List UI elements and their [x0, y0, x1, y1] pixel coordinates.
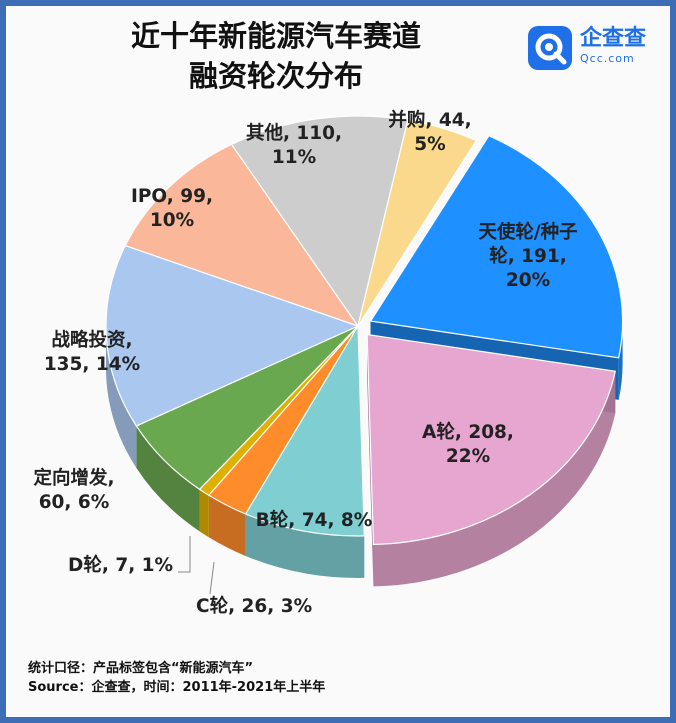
- chart-footer: 统计口径：产品标签包含“新能源汽车” Source：企查查，时间：2011年-2…: [28, 659, 325, 697]
- pie-side-2: [245, 513, 365, 578]
- pie-tops: [105, 115, 624, 546]
- brand-logo: 企查查 Qcc.com: [528, 26, 670, 70]
- slice-label-7: IPO, 99, 10%: [131, 186, 213, 231]
- pie-side-5: [136, 425, 200, 532]
- slice-label-line: 135, 14%: [44, 354, 140, 375]
- slice-label-line: 20%: [506, 270, 550, 291]
- slice-label-line: 天使轮/种子: [478, 221, 577, 243]
- footer-scope-note: 统计口径：产品标签包含“新能源汽车”: [28, 661, 254, 676]
- pie-chart: 天使轮/种子轮, 191, 20% A轮, 208, 22% B轮, 74, 8% C轮,…: [33, 109, 624, 617]
- slice-label-line: 22%: [446, 446, 490, 467]
- slice-label-line: IPO, 99,: [131, 186, 213, 207]
- slice-label-5: 定向增发, 60, 6%: [33, 467, 114, 513]
- pie-slice-9: [357, 119, 478, 327]
- logo-name: 企查查: [580, 26, 647, 51]
- slice-label-3: C轮, 26, 3%: [196, 595, 312, 617]
- pie-leader-lines: [178, 536, 215, 595]
- chart-title-line1: 近十年新能源汽车赛道: [130, 19, 421, 53]
- pie-labels: 天使轮/种子轮, 191, 20% A轮, 208, 22% B轮, 74, 8% C轮,…: [33, 109, 577, 617]
- slice-label-line: 其他, 110,: [246, 122, 342, 144]
- slice-label-line: 战略投资,: [51, 329, 132, 351]
- pie-side-6: [106, 326, 137, 468]
- pie-slice-0: [369, 134, 624, 359]
- slice-label-line: B轮, 74, 8%: [256, 509, 373, 531]
- pie-side-4: [199, 489, 209, 538]
- pie-slice-2: [244, 323, 365, 537]
- slice-label-0: 天使轮/种子轮, 191, 20%: [478, 221, 577, 291]
- slice-label-line: 并购, 44,: [388, 109, 471, 131]
- slice-label-6: 战略投资, 135, 14%: [44, 329, 140, 375]
- chart-title: 近十年新能源汽车赛道 融资轮次分布: [66, 16, 486, 96]
- slice-label-line: 10%: [150, 210, 194, 231]
- slice-label-9: 并购, 44, 5%: [388, 109, 471, 155]
- leader-line-4: [178, 536, 191, 573]
- pie-slice-8: [230, 115, 409, 328]
- slice-label-line: 60, 6%: [39, 492, 110, 513]
- slice-label-2: B轮, 74, 8%: [256, 509, 373, 531]
- slice-label-line: A轮, 208,: [422, 421, 514, 443]
- slice-label-line: 轮, 191,: [489, 245, 567, 267]
- slice-label-4: D轮, 7, 1%: [68, 554, 173, 576]
- chart-title-line2: 融资轮次分布: [188, 59, 363, 93]
- slice-label-line: D轮, 7, 1%: [68, 554, 173, 576]
- slice-label-line: 定向增发,: [33, 467, 114, 489]
- slice-label-line: 11%: [272, 147, 316, 168]
- pie-slice-7: [124, 143, 360, 328]
- slice-label-line: C轮, 26, 3%: [196, 595, 312, 617]
- pie-slice-6: [105, 244, 360, 427]
- pie-side-1: [373, 371, 616, 587]
- slice-label-line: 5%: [414, 134, 445, 155]
- slice-label-1: A轮, 208, 22%: [422, 421, 514, 467]
- footer-source-note: Source：企查查，时间：2011年-2021年上半年: [28, 680, 326, 695]
- logo-domain: Qcc.com: [580, 52, 635, 65]
- qcc-logo-icon: [528, 26, 572, 70]
- pie-slice-1: [366, 333, 616, 546]
- leader-line-3: [209, 561, 215, 595]
- slice-label-8: 其他, 110, 11%: [246, 122, 342, 168]
